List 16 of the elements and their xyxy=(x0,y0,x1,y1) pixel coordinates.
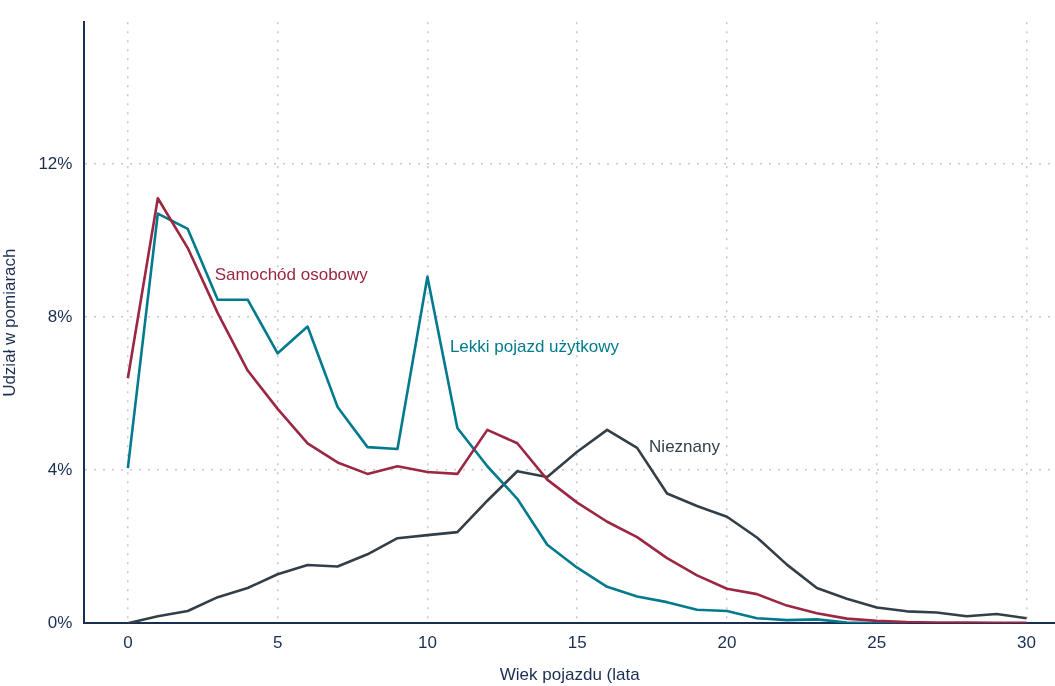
x-tick-label: 0 xyxy=(123,633,133,653)
y-axis-title: Udział w pomiarach xyxy=(0,248,19,397)
x-tick-label: 30 xyxy=(1017,633,1036,653)
x-tick-label: 20 xyxy=(717,633,737,653)
series-label: Nieznany xyxy=(649,436,721,456)
x-tick-label: 10 xyxy=(417,633,437,653)
x-tick-label: 25 xyxy=(867,633,887,653)
y-tick-label: 4% xyxy=(47,459,73,479)
y-tick-label: 8% xyxy=(47,306,73,326)
x-tick-label: 5 xyxy=(272,633,283,653)
y-tick-label: 12% xyxy=(38,153,73,173)
y-tick-label: 0% xyxy=(47,612,73,632)
series-label: Lekki pojazd użytkowy xyxy=(449,337,620,357)
x-tick-label: 15 xyxy=(567,633,587,653)
series-label: Samochód osobowy xyxy=(214,264,369,284)
x-axis-title: Wiek pojazdu (lata xyxy=(499,665,641,685)
